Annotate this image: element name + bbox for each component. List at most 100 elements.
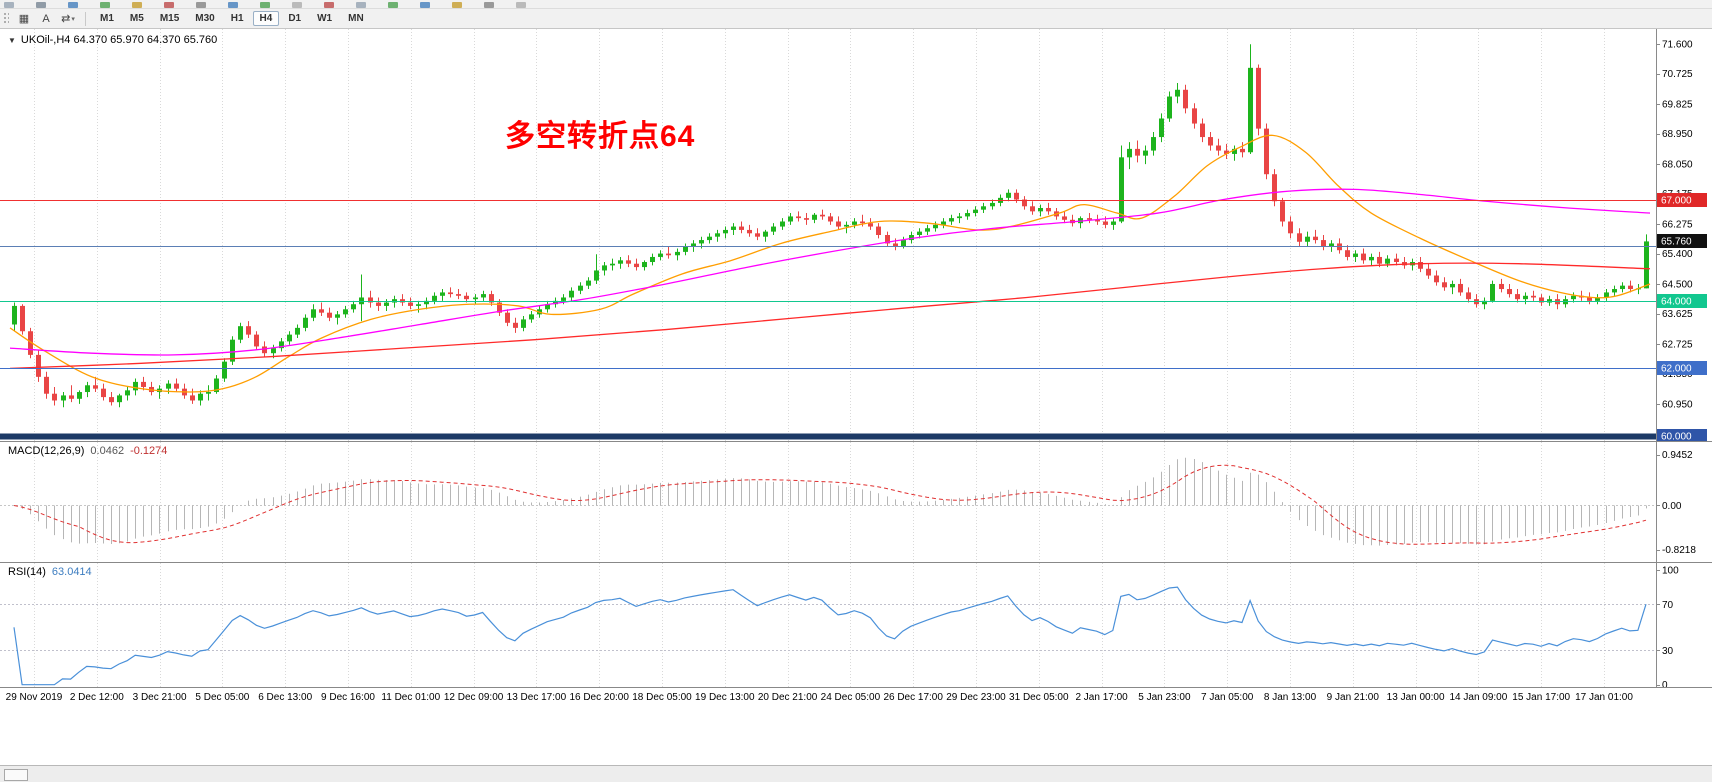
clipped-toolbar-icon bbox=[356, 2, 366, 8]
chart-toolbar: ▦ A ⇄ ▾ M1 M5 M15 M30 H1 H4 D1 W1 MN bbox=[0, 9, 1712, 29]
time-axis-label: 24 Dec 05:00 bbox=[820, 692, 881, 703]
toolbar-grip-handle[interactable] bbox=[3, 12, 9, 25]
clipped-toolbar-icon bbox=[100, 2, 110, 8]
macd-main-value: 0.0462 bbox=[90, 445, 125, 457]
svg-text:-0.8218: -0.8218 bbox=[1662, 545, 1696, 556]
clipped-toolbar-icon bbox=[68, 2, 78, 8]
timeframe-button-d1[interactable]: D1 bbox=[288, 13, 302, 24]
time-axis-label: 6 Dec 13:00 bbox=[258, 692, 313, 703]
clipped-toolbar-icon bbox=[388, 2, 398, 8]
svg-text:64.000: 64.000 bbox=[1661, 297, 1692, 308]
svg-text:100: 100 bbox=[1662, 565, 1679, 576]
chart-annotation-text[interactable]: 多空转折点64 bbox=[505, 120, 696, 153]
time-axis-label: 17 Jan 01:00 bbox=[1575, 692, 1633, 703]
tool-button-objects[interactable]: ▦ bbox=[18, 13, 30, 25]
svg-text:65.400: 65.400 bbox=[1662, 249, 1693, 260]
chart-tab[interactable] bbox=[4, 769, 28, 781]
macd-panel[interactable]: 0.9452 0.00 -0.8218 MACD(12,26,9) 0.0462 -0.… bbox=[0, 442, 1712, 563]
clipped-toolbar-icon bbox=[484, 2, 494, 8]
clipped-toolbar-icon bbox=[324, 2, 334, 8]
svg-text:62.725: 62.725 bbox=[1662, 339, 1693, 350]
svg-text:68.950: 68.950 bbox=[1662, 129, 1693, 140]
svg-text:60.950: 60.950 bbox=[1662, 399, 1693, 410]
time-axis-label: 13 Dec 17:00 bbox=[506, 692, 567, 703]
svg-text:63.625: 63.625 bbox=[1662, 309, 1693, 320]
timeframe-button-h4[interactable]: H4 bbox=[252, 11, 280, 26]
timeframe-button-mn[interactable]: MN bbox=[348, 13, 364, 24]
time-axis-label: 18 Dec 05:00 bbox=[632, 692, 692, 703]
time-axis-label: 13 Jan 00:00 bbox=[1386, 692, 1445, 703]
macd-label: MACD(12,26,9) 0.0462 -0.1274 bbox=[8, 445, 167, 457]
price-axis[interactable] bbox=[1656, 29, 1712, 441]
clipped-toolbar-icon bbox=[132, 2, 142, 8]
time-axis-label: 9 Jan 21:00 bbox=[1326, 692, 1379, 703]
svg-text:64.500: 64.500 bbox=[1662, 279, 1693, 290]
rsi-panel[interactable]: 100 70 30 0 RSI(14) 63.0414 bbox=[0, 563, 1712, 688]
svg-text:69.825: 69.825 bbox=[1662, 100, 1693, 111]
svg-text:0.9452: 0.9452 bbox=[1662, 450, 1693, 461]
time-axis-label: 26 Dec 17:00 bbox=[883, 692, 943, 703]
time-axis-label: 12 Dec 09:00 bbox=[443, 692, 504, 703]
timeframe-button-w1[interactable]: W1 bbox=[317, 13, 333, 24]
svg-text:70: 70 bbox=[1662, 600, 1674, 611]
time-axis-label: 11 Dec 01:00 bbox=[381, 692, 441, 703]
time-axis-label: 19 Dec 13:00 bbox=[695, 692, 755, 703]
svg-text:68.050: 68.050 bbox=[1662, 160, 1693, 171]
clipped-toolbar-icon bbox=[260, 2, 270, 8]
macd-signal-value: -0.1274 bbox=[130, 445, 168, 457]
time-axis-label: 14 Jan 09:00 bbox=[1449, 692, 1508, 703]
chevron-down-icon: ▾ bbox=[71, 15, 75, 23]
toolbar-separator bbox=[85, 11, 86, 26]
clipped-toolbar-icon bbox=[196, 2, 206, 8]
svg-text:0.00: 0.00 bbox=[1662, 501, 1682, 512]
tool-button-text[interactable]: A bbox=[42, 12, 50, 25]
time-axis-label: 15 Jan 17:00 bbox=[1512, 692, 1571, 703]
time-axis-label: 16 Dec 20:00 bbox=[569, 692, 629, 703]
clipped-toolbar-icon bbox=[452, 2, 462, 8]
clipped-toolbar-row bbox=[0, 0, 1712, 9]
tool-button-cycle[interactable]: ⇄ ▾ bbox=[61, 13, 75, 25]
macd-canvas[interactable]: 0.9452 0.00 -0.8218 bbox=[0, 442, 1712, 562]
clipped-toolbar-icon bbox=[4, 2, 14, 8]
svg-text:66.275: 66.275 bbox=[1662, 220, 1693, 231]
chart-menu-icon[interactable]: ▼ bbox=[8, 35, 16, 45]
rsi-name: RSI(14) bbox=[8, 566, 46, 578]
time-axis-label: 20 Dec 21:00 bbox=[757, 692, 818, 703]
time-axis-label: 29 Dec 23:00 bbox=[946, 692, 1006, 703]
svg-text:70.725: 70.725 bbox=[1662, 69, 1693, 80]
timeframe-button-m15[interactable]: M15 bbox=[159, 13, 180, 24]
chart-ohlc-title: ▼ UKOil-,H4 64.370 65.970 64.370 65.760 bbox=[8, 34, 217, 46]
svg-text:67.000: 67.000 bbox=[1661, 196, 1692, 207]
timeframe-button-h1[interactable]: H1 bbox=[230, 13, 244, 24]
time-axis-label: 3 Dec 21:00 bbox=[132, 692, 187, 703]
svg-text:60.000: 60.000 bbox=[1661, 432, 1692, 442]
svg-text:71.600: 71.600 bbox=[1662, 40, 1693, 51]
timeframe-button-m30[interactable]: M30 bbox=[195, 13, 215, 24]
time-axis-label: 8 Jan 13:00 bbox=[1263, 692, 1317, 703]
rsi-canvas[interactable]: 100 70 30 0 bbox=[0, 563, 1712, 687]
symbol-ohlc-text: UKOil-,H4 64.370 65.970 64.370 65.760 bbox=[20, 34, 218, 46]
rsi-axis[interactable] bbox=[1656, 563, 1712, 687]
time-axis[interactable]: 29 Nov 2019 2 Dec 12:00 3 Dec 21:00 5 Dec 0… bbox=[0, 688, 1712, 710]
time-axis-label: 31 Dec 05:00 bbox=[1009, 692, 1069, 703]
clipped-toolbar-icon bbox=[228, 2, 238, 8]
price-chart-canvas[interactable]: 71.60070.72569.82568.95068.05067.17566.2… bbox=[0, 29, 1712, 441]
timeframe-button-m5[interactable]: M5 bbox=[129, 13, 144, 24]
time-axis-label: 7 Jan 05:00 bbox=[1201, 692, 1254, 703]
clipped-toolbar-icon bbox=[36, 2, 46, 8]
svg-text:0: 0 bbox=[1662, 680, 1668, 687]
macd-name: MACD(12,26,9) bbox=[8, 445, 85, 457]
svg-text:30: 30 bbox=[1662, 646, 1674, 657]
macd-axis[interactable] bbox=[1656, 442, 1712, 562]
clipped-toolbar-icon bbox=[516, 2, 526, 8]
rsi-label: RSI(14) 63.0414 bbox=[8, 566, 92, 578]
time-axis-label: 5 Dec 05:00 bbox=[195, 692, 250, 703]
clipped-toolbar-icon bbox=[420, 2, 430, 8]
status-bar bbox=[0, 765, 1712, 782]
svg-text:65.760: 65.760 bbox=[1661, 237, 1692, 248]
timeframe-button-m1[interactable]: M1 bbox=[100, 13, 114, 24]
rsi-value: 63.0414 bbox=[51, 566, 92, 578]
price-chart-panel[interactable]: 71.60070.72569.82568.95068.05067.17566.2… bbox=[0, 29, 1712, 442]
svg-text:62.000: 62.000 bbox=[1661, 364, 1692, 375]
time-axis-label: 9 Dec 16:00 bbox=[321, 692, 375, 703]
